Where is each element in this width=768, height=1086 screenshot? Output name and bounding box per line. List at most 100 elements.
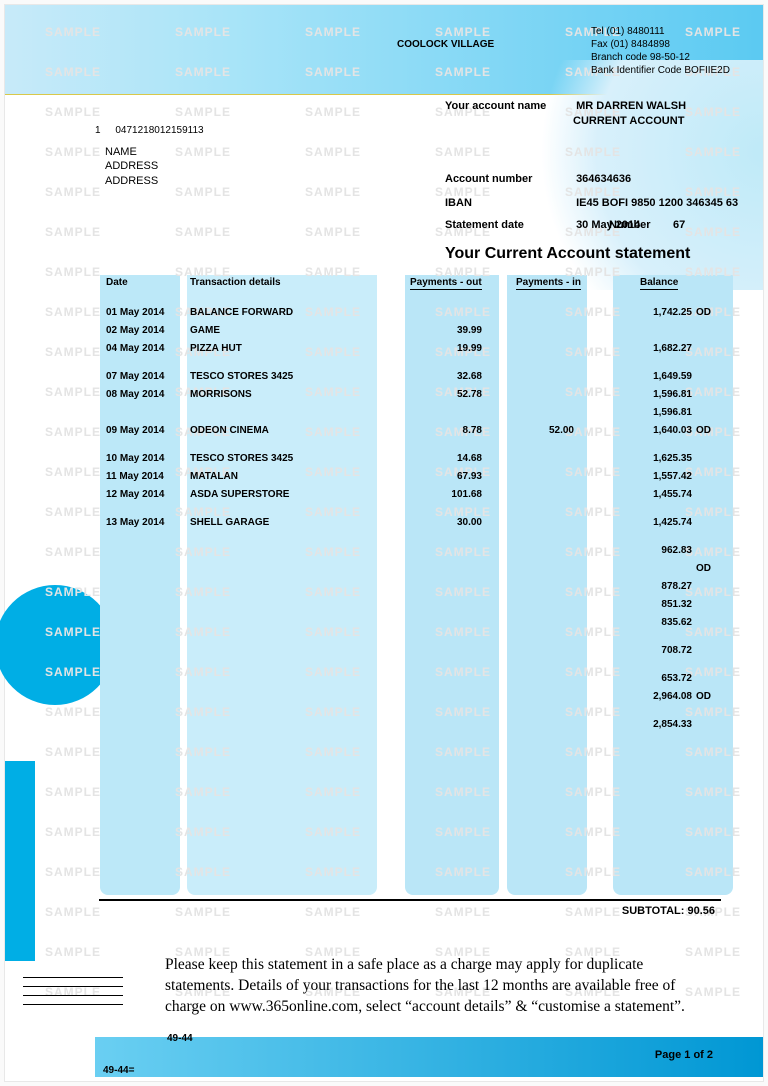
cell-payments-out: 19.99 bbox=[410, 343, 482, 354]
table-row: 1,596.81 bbox=[100, 407, 723, 425]
cell-balance: 1,425.74 bbox=[620, 517, 692, 528]
th-details: Transaction details bbox=[190, 277, 281, 288]
cell-date: 04 May 2014 bbox=[106, 343, 164, 354]
footer-note: Please keep this statement in a safe pla… bbox=[165, 955, 703, 1018]
cell-balance: 1,625.35 bbox=[620, 453, 692, 464]
bank-contact: Tel (01) 8480111 Fax (01) 8484898 Branch… bbox=[591, 25, 730, 77]
cell-date: 10 May 2014 bbox=[106, 453, 164, 464]
th-payments-in: Payments - in bbox=[516, 277, 581, 290]
iban-label: IBAN bbox=[445, 197, 573, 209]
contact-bic: Bank Identifier Code BOFIIE2D bbox=[591, 64, 730, 77]
account-type: CURRENT ACCOUNT bbox=[573, 115, 684, 127]
cell-balance: 1,557.42 bbox=[620, 471, 692, 482]
cell-payments-out: 101.68 bbox=[410, 489, 482, 500]
cell-balance: 962.83 bbox=[620, 545, 692, 556]
table-row: 835.62 bbox=[100, 617, 723, 635]
cell-balance: 1,596.81 bbox=[620, 389, 692, 400]
subtotal-rule bbox=[99, 899, 721, 901]
footer-rule-lines-icon bbox=[23, 977, 123, 1013]
cell-date: 13 May 2014 bbox=[106, 517, 164, 528]
cell-payments-out: 32.68 bbox=[410, 371, 482, 382]
table-row: 02 May 2014 GAME 39.99 bbox=[100, 325, 723, 343]
cell-payments-out: 14.68 bbox=[410, 453, 482, 464]
cell-overdrawn-flag: OD bbox=[696, 691, 711, 702]
subtotal-label: SUBTOTAL: bbox=[622, 905, 685, 917]
cell-details: SHELL GARAGE bbox=[190, 517, 269, 528]
recipient-address: NAME ADDRESS ADDRESS bbox=[105, 145, 158, 188]
page-number: Page 1 of 2 bbox=[655, 1049, 713, 1061]
account-name-value: MR DARREN WALSH bbox=[576, 100, 686, 112]
cell-balance: 2,964.08 bbox=[620, 691, 692, 702]
cell-details: TESCO STORES 3425 bbox=[190, 453, 293, 464]
cell-date: 09 May 2014 bbox=[106, 425, 164, 436]
account-name-row: Your account name MR DARREN WALSH bbox=[445, 100, 686, 112]
cell-overdrawn-flag: OD bbox=[696, 307, 711, 318]
cell-balance: 835.62 bbox=[620, 617, 692, 628]
table-row: 10 May 2014 TESCO STORES 3425 14.68 1,625.3… bbox=[100, 453, 723, 471]
table-row: 2,964.08 OD bbox=[100, 691, 723, 709]
table-row: 08 May 2014MORRISONS52.781,596.81 bbox=[100, 389, 723, 407]
cell-details: ODEON CINEMA bbox=[190, 425, 269, 436]
table-row: 01 May 2014 BALANCE FORWARD 1,742.25 OD bbox=[100, 307, 723, 325]
cell-balance: 2,854.33 bbox=[620, 719, 692, 730]
cell-balance: 1,742.25 bbox=[620, 307, 692, 318]
table-row: 878.27 bbox=[100, 581, 723, 599]
reference-line: 1 0471218012159113 bbox=[95, 125, 204, 136]
recipient-name: NAME bbox=[105, 145, 158, 159]
table-row: 962.83 bbox=[100, 545, 723, 563]
table-row: 04 May 2014 PIZZA HUT 19.99 1,682.27 bbox=[100, 343, 723, 361]
cell-payments-out: 8.78 bbox=[410, 425, 482, 436]
cell-details: GAME bbox=[190, 325, 220, 336]
ref-number: 0471218012159113 bbox=[115, 125, 203, 136]
footer-code-b: 49-44= bbox=[103, 1065, 134, 1076]
cell-balance: 1,455.74 bbox=[620, 489, 692, 500]
cell-overdrawn-flag: OD bbox=[696, 563, 711, 574]
iban-value: IE45 BOFI 9850 1200 346345 63 bbox=[576, 197, 738, 209]
footer-code-a: 49-44 bbox=[167, 1033, 193, 1044]
th-date: Date bbox=[106, 277, 128, 288]
cell-balance: 1,640.03 bbox=[620, 425, 692, 436]
statement-page: SAMPLESAMPLESAMPLESAMPLESAMPLESAMPLESAMP… bbox=[4, 4, 764, 1082]
account-number-value: 364634636 bbox=[576, 173, 631, 185]
recipient-addr1: ADDRESS bbox=[105, 159, 158, 173]
cell-balance: 1,649.59 bbox=[620, 371, 692, 382]
cell-details: MATALAN bbox=[190, 471, 238, 482]
cell-date: 12 May 2014 bbox=[106, 489, 164, 500]
cell-details: ASDA SUPERSTORE bbox=[190, 489, 289, 500]
cell-date: 11 May 2014 bbox=[106, 471, 164, 482]
recipient-addr2: ADDRESS bbox=[105, 174, 158, 188]
cell-details: MORRISONS bbox=[190, 389, 252, 400]
table-row: 09 May 2014ODEON CINEMA8.7852.001,640.03… bbox=[100, 425, 723, 443]
cell-date: 07 May 2014 bbox=[106, 371, 164, 382]
cell-date: 01 May 2014 bbox=[106, 307, 164, 318]
table-row: 11 May 2014 MATALAN 67.93 1,557.42 bbox=[100, 471, 723, 489]
statement-number-value: 67 bbox=[673, 219, 685, 231]
statement-number-label: Number bbox=[609, 219, 651, 231]
account-number-label: Account number bbox=[445, 173, 573, 185]
cell-payments-out: 30.00 bbox=[410, 517, 482, 528]
cell-date: 02 May 2014 bbox=[106, 325, 164, 336]
cell-payments-out: 52.78 bbox=[410, 389, 482, 400]
cell-details: PIZZA HUT bbox=[190, 343, 242, 354]
table-body: 01 May 2014 BALANCE FORWARD 1,742.25 OD 02 M… bbox=[100, 307, 723, 737]
th-balance: Balance bbox=[640, 277, 678, 290]
cell-balance: 1,682.27 bbox=[620, 343, 692, 354]
cell-details: BALANCE FORWARD bbox=[190, 307, 293, 318]
iban-row: IBAN IE45 BOFI 9850 1200 346345 63 bbox=[445, 197, 738, 209]
cell-balance: 878.27 bbox=[620, 581, 692, 592]
th-payments-out: Payments - out bbox=[410, 277, 482, 290]
account-name-label: Your account name bbox=[445, 100, 573, 112]
cell-details: TESCO STORES 3425 bbox=[190, 371, 293, 382]
content-layer: COOLOCK VILLAGE Tel (01) 8480111 Fax (01… bbox=[5, 5, 763, 1081]
contact-fax: Fax (01) 8484898 bbox=[591, 38, 730, 51]
table-row: 708.72 bbox=[100, 645, 723, 663]
cell-payments-out: 39.99 bbox=[410, 325, 482, 336]
table-row: 13 May 2014 SHELL GARAGE 30.00 1,425.74 bbox=[100, 517, 723, 535]
cell-payments-out: 67.93 bbox=[410, 471, 482, 482]
contact-tel: Tel (01) 8480111 bbox=[591, 25, 730, 38]
statement-date-label: Statement date bbox=[445, 219, 573, 231]
subtotal-value: 90.56 bbox=[687, 905, 715, 917]
table-header: Date Transaction details Payments - out … bbox=[100, 277, 723, 295]
cell-balance: 1,596.81 bbox=[620, 407, 692, 418]
cell-balance: 708.72 bbox=[620, 645, 692, 656]
